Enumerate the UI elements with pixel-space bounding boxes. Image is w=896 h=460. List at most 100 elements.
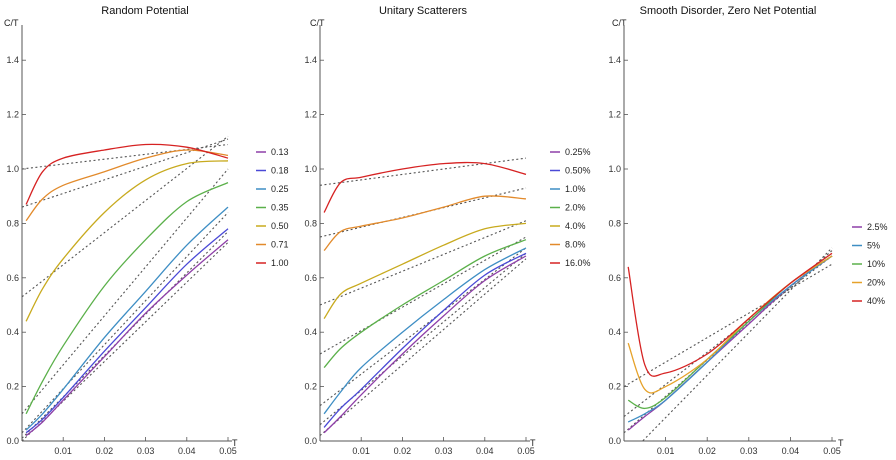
y-tick-label: 1.4 <box>304 55 317 65</box>
x-tick-label: 0.02 <box>394 446 412 456</box>
reference-fit-line <box>22 143 229 170</box>
y-axis-title: C/T <box>310 18 325 28</box>
legend-label: 0.25 <box>271 184 289 194</box>
series-line <box>25 143 229 205</box>
y-tick-label: 0.4 <box>6 327 19 337</box>
y-tick-label: 1.2 <box>608 110 621 120</box>
panel-title: Unitary Scatterers <box>379 5 468 17</box>
chart-panel-random-potential: Random Potential C/T T 0.0 0.2 0.4 0.6 0.8 1.… <box>4 5 289 456</box>
reference-fit-line <box>624 263 833 388</box>
legend-label: 8.0% <box>565 240 586 250</box>
series-line <box>25 149 229 222</box>
reference-fit-line <box>320 247 527 407</box>
legend-label: 0.50 <box>271 221 289 231</box>
y-tick-label: 0.0 <box>304 436 317 446</box>
x-tick-label: 0.04 <box>476 446 494 456</box>
y-tick-label: 0.8 <box>608 218 621 228</box>
y-tick-label: 0.6 <box>6 273 19 283</box>
y-tick-label: 1.2 <box>304 110 317 120</box>
series-line <box>323 255 527 434</box>
y-tick-label: 0.8 <box>6 218 19 228</box>
y-tick-label: 0.6 <box>608 273 621 283</box>
reference-fit-line <box>22 212 229 434</box>
y-tick-label: 1.2 <box>6 110 19 120</box>
legend-label: 0.35 <box>271 203 289 213</box>
legend-label: 0.71 <box>271 240 289 250</box>
series-line <box>323 195 527 252</box>
y-tick-label: 0.6 <box>304 273 317 283</box>
series-line <box>323 222 527 319</box>
x-axis-title: T <box>232 438 238 448</box>
legend-label: 1.00 <box>271 258 289 268</box>
y-tick-label: 0.4 <box>304 327 317 337</box>
y-tick-label: 0.2 <box>608 382 621 392</box>
panel-title: Smooth Disorder, Zero Net Potential <box>640 5 817 17</box>
series-line <box>627 255 833 423</box>
panel-title: Random Potential <box>101 5 188 17</box>
legend-label: 0.25% <box>565 147 591 157</box>
legend-label: 20% <box>867 278 885 288</box>
y-tick-label: 0.4 <box>608 327 621 337</box>
series-line <box>25 206 229 431</box>
reference-fit-line <box>320 220 527 306</box>
x-tick-label: 0.05 <box>219 446 237 456</box>
legend-label: 1.0% <box>565 184 586 194</box>
y-tick-label: 1.0 <box>608 164 621 174</box>
series-line <box>323 239 527 369</box>
reference-fit-line <box>320 236 527 355</box>
series-line <box>323 247 527 415</box>
reference-fit-line <box>22 168 229 415</box>
x-tick-label: 0.01 <box>352 446 370 456</box>
x-tick-label: 0.02 <box>698 446 716 456</box>
x-tick-label: 0.04 <box>782 446 800 456</box>
x-tick-label: 0.01 <box>657 446 675 456</box>
legend-label: 16.0% <box>565 258 591 268</box>
series-line <box>323 252 527 428</box>
legend-label: 4.0% <box>565 221 586 231</box>
y-tick-label: 1.4 <box>6 55 19 65</box>
legend-label: 40% <box>867 296 885 306</box>
legend-label: 5% <box>867 241 880 251</box>
y-tick-label: 1.0 <box>6 164 19 174</box>
x-tick-label: 0.03 <box>137 446 155 456</box>
x-axis-title: T <box>530 438 536 448</box>
y-tick-label: 1.0 <box>304 164 317 174</box>
legend-label: 2.5% <box>867 222 888 232</box>
series-line <box>25 239 229 437</box>
legend-label: 0.50% <box>565 166 591 176</box>
reference-fit-line <box>320 157 527 186</box>
legend-label: 10% <box>867 259 885 269</box>
series-line <box>25 228 229 434</box>
series-line <box>627 252 833 377</box>
reference-fit-line <box>320 258 527 436</box>
legend-label: 2.0% <box>565 203 586 213</box>
x-axis-title: T <box>838 438 844 448</box>
series-line <box>25 182 229 415</box>
chart-panel-smooth-disorder: Smooth Disorder, Zero Net Potential C/T … <box>608 5 888 456</box>
y-axis-title: C/T <box>612 18 627 28</box>
y-axis-title: C/T <box>4 18 19 28</box>
legend-label: 0.18 <box>271 166 289 176</box>
x-tick-label: 0.02 <box>96 446 114 456</box>
series-line <box>25 160 229 322</box>
y-tick-label: 0.2 <box>6 382 19 392</box>
y-tick-label: 1.4 <box>608 55 621 65</box>
x-tick-label: 0.03 <box>740 446 758 456</box>
x-tick-label: 0.05 <box>823 446 841 456</box>
reference-fit-line <box>22 135 229 298</box>
x-tick-label: 0.04 <box>178 446 196 456</box>
y-tick-label: 0.2 <box>304 382 317 392</box>
reference-fit-line <box>624 255 833 417</box>
legend-label: 0.13 <box>271 147 289 157</box>
reference-fit-line <box>641 247 833 441</box>
y-tick-label: 0.8 <box>304 218 317 228</box>
series-line <box>627 255 833 431</box>
x-tick-label: 0.01 <box>54 446 72 456</box>
x-tick-label: 0.03 <box>435 446 453 456</box>
y-tick-label: 0.0 <box>608 436 621 446</box>
y-tick-label: 0.0 <box>6 436 19 446</box>
chart-panel-unitary-scatterers: Unitary Scatterers C/T T 0.0 0.2 0.4 0.6 0.8… <box>304 5 590 456</box>
x-tick-label: 0.05 <box>517 446 535 456</box>
series-line <box>323 161 527 213</box>
